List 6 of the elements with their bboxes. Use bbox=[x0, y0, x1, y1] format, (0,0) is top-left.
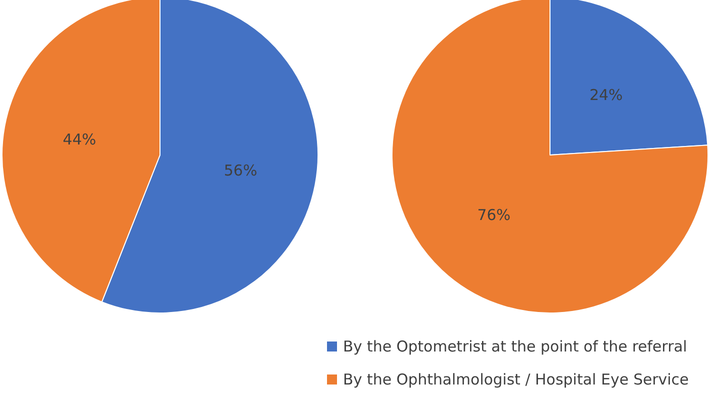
data-label: 56% bbox=[224, 161, 258, 180]
data-label: 24% bbox=[589, 86, 623, 104]
legend-label: By the Ophthalmologist / Hospital Eye Service bbox=[343, 370, 689, 388]
data-label: 44% bbox=[62, 130, 96, 149]
legend-label: By the Optometrist at the point of the referral bbox=[343, 338, 688, 356]
data-label: 76% bbox=[477, 206, 511, 224]
